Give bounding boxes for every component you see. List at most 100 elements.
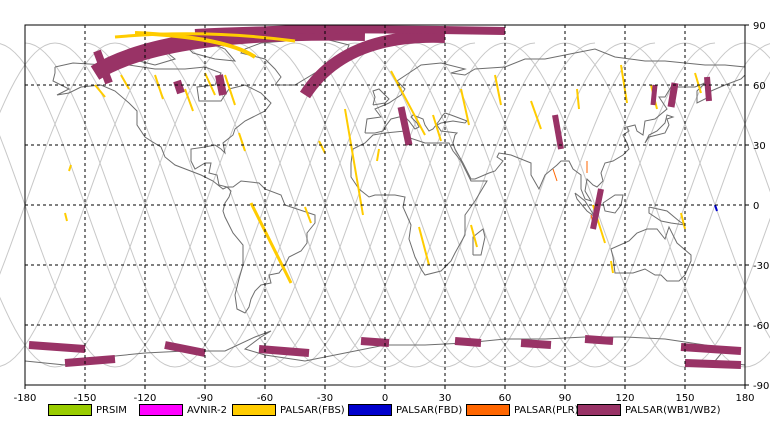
orbit-track — [294, 42, 656, 368]
acquisition-swath — [194, 25, 506, 37]
acquisition-swath — [714, 204, 718, 212]
x-tick-label: -90 — [197, 393, 213, 404]
acquisition-swath — [390, 70, 426, 136]
acquisition-swath — [64, 212, 68, 222]
acquisition-swath — [376, 148, 380, 162]
acquisition-swath — [238, 132, 246, 152]
acquisition-swath — [64, 355, 116, 367]
longitude-tick-labels: -180 -150 -120 -90 -60 -30 0 30 60 90 120 150 180 — [14, 393, 755, 404]
legend-label: PALSAR(PLR) — [514, 404, 579, 416]
legend-swatch — [577, 404, 621, 416]
acquisition-swath — [684, 359, 742, 369]
legend-label: PALSAR(FBS) — [280, 404, 345, 416]
x-tick-label: -120 — [134, 393, 157, 404]
acquisition-swath — [68, 164, 72, 172]
y-tick-label: 0 — [753, 201, 759, 212]
legend-item-palsar-wb: PALSAR(WB1/WB2) — [577, 402, 721, 418]
coastline — [644, 114, 675, 144]
x-tick-label: 30 — [439, 393, 452, 404]
legend-label: PALSAR(WB1/WB2) — [625, 404, 721, 416]
legend-label: PRSIM — [96, 404, 127, 416]
acquisition-swath — [224, 74, 236, 106]
acquisition-swath — [584, 335, 614, 345]
x-tick-label: 90 — [559, 393, 572, 404]
coastline — [574, 192, 596, 218]
legend-swatch — [139, 404, 183, 416]
coastline — [52, 62, 272, 190]
coastline — [24, 330, 746, 366]
acquisition-swath — [258, 345, 310, 357]
coastline — [648, 206, 686, 226]
acquisition-swath — [620, 64, 628, 104]
y-tick-label: -60 — [753, 321, 769, 332]
y-tick-label: -30 — [753, 261, 769, 272]
x-tick-label: -150 — [74, 393, 97, 404]
acquisition-swath — [28, 341, 86, 353]
x-tick-label: 60 — [499, 393, 512, 404]
coastline — [472, 228, 486, 256]
acquisition-swath — [552, 168, 558, 182]
x-tick-label: -180 — [14, 393, 37, 404]
acquisition-swath — [667, 82, 679, 108]
legend-item-avnir2: AVNIR-2 — [139, 402, 227, 418]
x-tick-label: 120 — [615, 393, 634, 404]
legend-item-palsar-plr: PALSAR(PLR) — [466, 402, 578, 418]
acquisition-swath — [318, 140, 326, 154]
acquisition-swaths — [28, 24, 742, 369]
acquisition-swath — [360, 337, 390, 347]
acquisition-swath — [650, 84, 658, 106]
acquisition-swath — [344, 108, 364, 216]
acquisition-swath — [432, 114, 442, 142]
acquisition-swath — [680, 212, 686, 230]
x-tick-label: 180 — [735, 393, 754, 404]
y-tick-label: 90 — [753, 21, 766, 32]
acquisition-swath — [454, 337, 482, 347]
acquisition-swath — [520, 339, 552, 349]
orbit-track — [354, 42, 716, 368]
x-tick-label: -60 — [257, 393, 273, 404]
acquisition-swath — [215, 74, 227, 96]
legend-item-palsar-fbd: PALSAR(FBD) — [348, 402, 462, 418]
acquisition-swath — [164, 341, 206, 357]
acquisition-swath — [552, 114, 564, 150]
legend-swatch — [48, 404, 92, 416]
y-tick-label: -90 — [753, 381, 769, 392]
legend-swatch — [232, 404, 276, 416]
acquisition-swath — [120, 74, 130, 90]
acquisition-swath — [184, 88, 194, 112]
latitude-tick-labels: 90 60 30 0 -30 -60 -90 — [753, 21, 769, 392]
x-tick-label: 0 — [382, 393, 388, 404]
legend-label: PALSAR(FBD) — [396, 404, 463, 416]
acquisition-swath — [397, 106, 413, 146]
orbit-track — [414, 42, 770, 368]
acquisition-swath — [590, 188, 604, 230]
acquisition-swath — [610, 260, 614, 274]
acquisition-swath — [173, 79, 185, 95]
acquisition-swath — [576, 88, 580, 110]
coastline — [350, 130, 488, 276]
legend-swatch — [466, 404, 510, 416]
acquisition-swath — [694, 72, 702, 94]
x-tick-label: -30 — [317, 393, 333, 404]
legend-swatch — [348, 404, 392, 416]
acquisition-swath — [299, 30, 446, 99]
acquisition-swath — [470, 224, 478, 248]
acquisition-swath — [204, 72, 216, 96]
y-tick-label: 30 — [753, 141, 766, 152]
acquisition-swath — [530, 100, 542, 130]
acquisition-swath — [94, 84, 106, 98]
y-tick-label: 60 — [753, 81, 766, 92]
legend: PRSIM AVNIR-2 PALSAR(FBS) PALSAR(FBD) PA… — [0, 402, 770, 420]
acquisition-swath — [680, 343, 742, 355]
acquisition-swath — [304, 206, 312, 224]
coastline — [610, 225, 692, 282]
acquisition-swath — [154, 74, 164, 100]
acquisition-swath — [704, 76, 712, 102]
coastline — [222, 180, 316, 314]
acquisition-swath — [460, 88, 470, 126]
legend-item-palsar-fbs: PALSAR(FBS) — [232, 402, 345, 418]
acquisition-swath — [494, 74, 502, 106]
graticule — [24, 24, 749, 389]
legend-item-prsim: PRSIM — [48, 402, 127, 418]
